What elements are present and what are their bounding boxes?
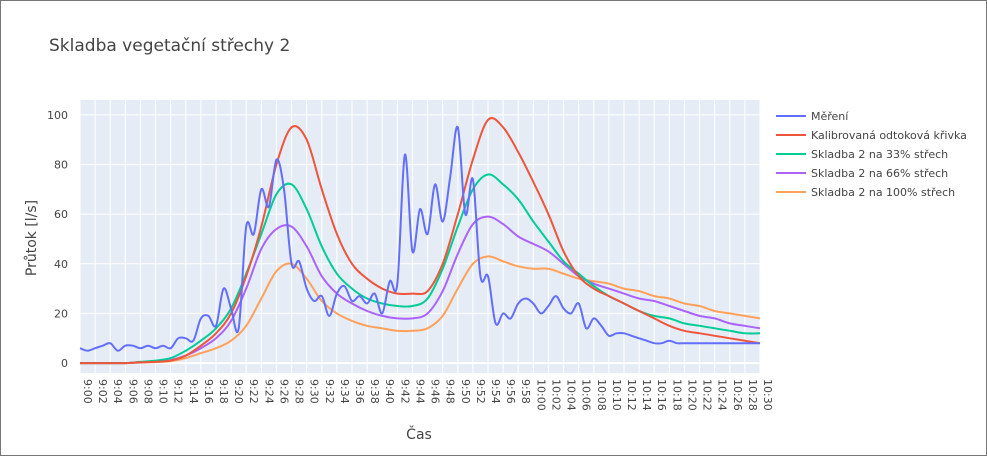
x-tick-label: 10:24 xyxy=(716,379,729,411)
x-tick-label: 9:08 xyxy=(141,379,154,404)
x-tick-label: 9:50 xyxy=(459,379,472,404)
x-tick-label: 9:22 xyxy=(247,379,260,404)
legend-item[interactable]: Skladba 2 na 66% střech xyxy=(776,167,948,180)
x-tick-label: 9:06 xyxy=(126,379,139,404)
x-tick-label: 10:14 xyxy=(640,379,653,411)
x-tick-label: 10:10 xyxy=(610,379,623,411)
x-tick-label: 9:02 xyxy=(96,379,109,404)
x-tick-label: 9:26 xyxy=(277,379,290,404)
x-tick-label: 10:12 xyxy=(625,379,638,411)
x-tick-label: 10:04 xyxy=(565,379,578,411)
x-tick-label: 10:02 xyxy=(549,379,562,411)
x-tick-label: 10:06 xyxy=(580,379,593,411)
x-tick-label: 9:56 xyxy=(504,379,517,404)
plot-area xyxy=(80,100,760,373)
chart-title: Skladba vegetační střechy 2 xyxy=(49,36,290,56)
y-tick-label: 20 xyxy=(54,307,68,320)
x-tick-label: 9:04 xyxy=(111,379,124,404)
x-tick-label: 9:12 xyxy=(172,379,185,404)
x-tick-label: 9:46 xyxy=(429,379,442,404)
x-tick-label: 10:18 xyxy=(670,379,683,411)
legend-label: Skladba 2 na 33% střech xyxy=(811,148,948,161)
x-tick-label: 9:48 xyxy=(444,379,457,404)
legend-item[interactable]: Skladba 2 na 100% střech xyxy=(776,186,955,199)
y-tick-label: 100 xyxy=(47,109,68,122)
x-tick-label: 10:16 xyxy=(655,379,668,411)
series-line-1[interactable] xyxy=(80,117,761,365)
x-tick-label: 10:20 xyxy=(685,379,698,411)
y-tick-label: 40 xyxy=(54,258,68,271)
x-tick-label: 9:16 xyxy=(202,379,215,404)
y-axis: 0 20 40 60 80 100 xyxy=(47,109,68,370)
x-tick-label: 9:28 xyxy=(293,379,306,404)
legend-label: Skladba 2 na 66% střech xyxy=(811,167,948,180)
y-axis-title: Průtok [l/s] xyxy=(24,200,40,276)
x-tick-label: 10:30 xyxy=(761,379,774,411)
series-line-0[interactable] xyxy=(79,126,760,352)
x-tick-label: 9:24 xyxy=(262,379,275,404)
x-axis: 9:00 9:02 9:04 9:06 9:08 9:10 9:12 9:14 9:16 9:18… xyxy=(81,379,774,411)
x-tick-label: 9:36 xyxy=(353,379,366,404)
legend-label: Kalibrovaná odtoková křivka xyxy=(811,129,967,142)
x-tick-label: 9:30 xyxy=(308,379,321,404)
x-tick-label: 9:32 xyxy=(323,379,336,404)
x-tick-label: 9:20 xyxy=(232,379,245,404)
x-tick-label: 9:52 xyxy=(474,379,487,404)
x-tick-label: 9:40 xyxy=(383,379,396,404)
legend-item[interactable]: Skladba 2 na 33% střech xyxy=(776,148,948,161)
series-layer xyxy=(79,117,761,365)
y-tick-label: 60 xyxy=(54,208,68,221)
x-axis-title: Čas xyxy=(406,425,432,443)
x-tick-label: 9:54 xyxy=(489,379,502,404)
x-tick-label: 10:22 xyxy=(701,379,714,411)
series-line-4[interactable] xyxy=(80,255,761,365)
x-tick-label: 9:18 xyxy=(217,379,230,404)
legend-item[interactable]: Měření xyxy=(776,110,849,123)
legend[interactable]: Měření Kalibrovaná odtoková křivka Skladba… xyxy=(776,110,967,199)
x-tick-label: 10:26 xyxy=(731,379,744,411)
x-tick-label: 9:10 xyxy=(157,379,170,404)
x-tick-label: 9:58 xyxy=(519,379,532,404)
x-tick-label: 9:38 xyxy=(368,379,381,404)
x-tick-label: 9:34 xyxy=(338,379,351,404)
x-tick-label: 9:44 xyxy=(413,379,426,404)
legend-label: Skladba 2 na 100% střech xyxy=(811,186,955,199)
x-tick-label: 9:42 xyxy=(398,379,411,404)
x-tick-label: 9:00 xyxy=(81,379,94,404)
x-tick-label: 9:14 xyxy=(187,379,200,404)
x-tick-label: 10:00 xyxy=(534,379,547,411)
y-tick-label: 80 xyxy=(54,159,68,172)
x-tick-label: 10:28 xyxy=(746,379,759,411)
legend-label: Měření xyxy=(811,110,849,123)
legend-item[interactable]: Kalibrovaná odtoková křivka xyxy=(776,129,967,142)
x-tick-label: 10:08 xyxy=(595,379,608,411)
y-tick-label: 0 xyxy=(61,357,68,370)
